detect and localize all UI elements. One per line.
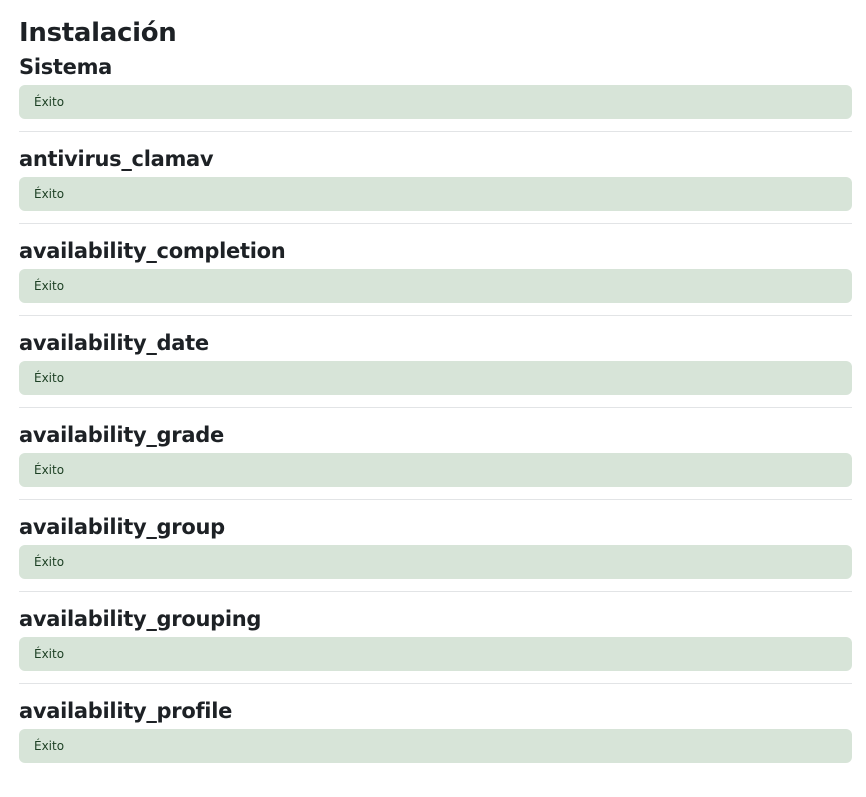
success-notification: Éxito: [19, 85, 852, 119]
success-notification: Éxito: [19, 545, 852, 579]
divider: [19, 315, 852, 316]
section-heading: availability_profile: [19, 699, 233, 723]
status-text: Éxito: [34, 187, 65, 201]
install-section-antivirus-clamav: antivirus_clamav Éxito: [19, 144, 852, 211]
install-section-availability-grouping: availability_grouping Éxito: [19, 604, 852, 671]
section-heading: antivirus_clamav: [19, 147, 214, 171]
status-text: Éxito: [34, 739, 65, 753]
divider: [19, 131, 852, 132]
section-heading: Sistema: [19, 55, 113, 79]
divider: [19, 223, 852, 224]
install-section-availability-completion: availability_completion Éxito: [19, 236, 852, 303]
divider: [19, 683, 852, 684]
install-section-sistema: Sistema Éxito: [19, 52, 852, 119]
install-section-availability-group: availability_group Éxito: [19, 512, 852, 579]
installation-page: Instalación Sistema Éxito antivirus_clam…: [19, 18, 852, 763]
section-heading: availability_group: [19, 515, 225, 539]
install-section-availability-date: availability_date Éxito: [19, 328, 852, 395]
page-title: Instalación: [19, 18, 177, 48]
status-text: Éxito: [34, 95, 65, 109]
install-section-availability-profile: availability_profile Éxito: [19, 696, 852, 763]
success-notification: Éxito: [19, 637, 852, 671]
status-text: Éxito: [34, 279, 65, 293]
section-heading: availability_date: [19, 331, 209, 355]
success-notification: Éxito: [19, 453, 852, 487]
status-text: Éxito: [34, 555, 65, 569]
success-notification: Éxito: [19, 177, 852, 211]
section-heading: availability_completion: [19, 239, 286, 263]
success-notification: Éxito: [19, 361, 852, 395]
status-text: Éxito: [34, 647, 65, 661]
success-notification: Éxito: [19, 729, 852, 763]
status-text: Éxito: [34, 463, 65, 477]
section-heading: availability_grouping: [19, 607, 262, 631]
divider: [19, 407, 852, 408]
install-section-availability-grade: availability_grade Éxito: [19, 420, 852, 487]
section-heading: availability_grade: [19, 423, 224, 447]
success-notification: Éxito: [19, 269, 852, 303]
status-text: Éxito: [34, 371, 65, 385]
divider: [19, 499, 852, 500]
divider: [19, 591, 852, 592]
